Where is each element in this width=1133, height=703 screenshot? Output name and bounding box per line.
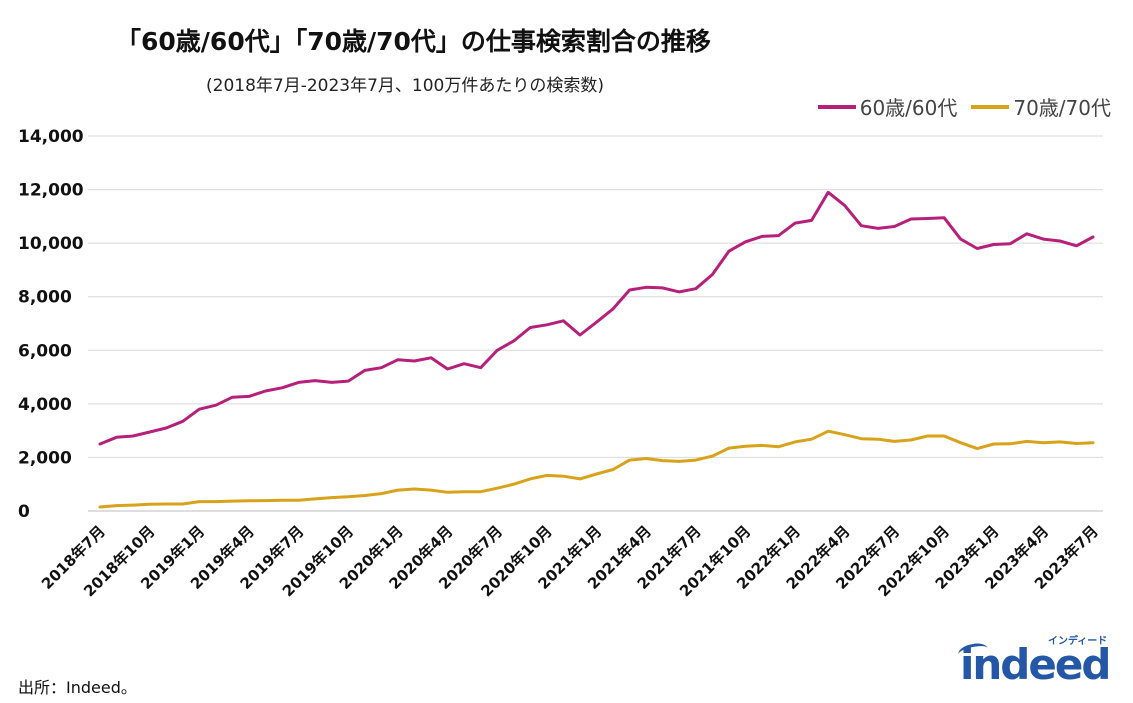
y-tick-label-14000: 14,000: [18, 127, 84, 147]
y-tick-label-0: 0: [18, 502, 30, 522]
y-tick-label-6000: 6,000: [18, 341, 72, 361]
logo-kana: インディード: [1048, 636, 1108, 647]
legend-item-70s: 70歳/70代: [971, 92, 1111, 121]
y-tick-label-12000: 12,000: [18, 181, 84, 201]
legend-label-70s: 70歳/70代: [1013, 96, 1111, 120]
legend-swatch-70s: [971, 104, 1010, 109]
legend-label-60s: 60歳/60代: [859, 96, 958, 120]
logo-wordmark: indeed: [960, 640, 1111, 689]
y-tick-label-2000: 2,000: [18, 448, 72, 468]
series-line-0: [98, 190, 1095, 446]
legend-item-60s: 60歳/60代: [817, 92, 958, 121]
y-tick-label-8000: 8,000: [18, 288, 72, 308]
series-line-1: [98, 429, 1095, 509]
indeed-logo: indeed インディード: [956, 636, 1118, 692]
legend: 60歳/60代 70歳/70代: [804, 92, 1111, 121]
source-note: 出所：Indeed。: [18, 678, 137, 697]
y-tick-label-4000: 4,000: [18, 395, 72, 415]
chart-title: 「60歳/60代」「70歳/70代」の仕事検索割合の推移: [116, 27, 711, 56]
legend-swatch-60s: [817, 104, 856, 109]
y-tick-label-10000: 10,000: [18, 234, 84, 254]
chart-subtitle: (2018年7月-2023年7月、100万件あたりの検索数): [206, 76, 605, 96]
